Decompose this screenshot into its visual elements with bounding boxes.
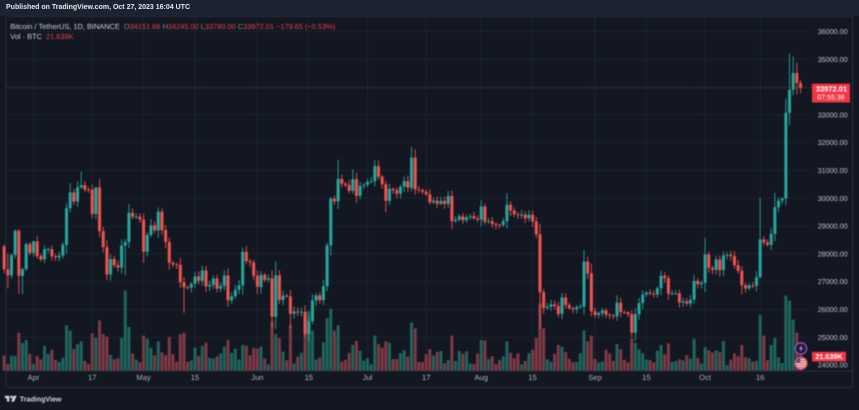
svg-text:Aug: Aug xyxy=(474,373,488,382)
svg-text:35000.00: 35000.00 xyxy=(818,55,848,64)
svg-text:15: 15 xyxy=(305,373,313,382)
svg-text:17: 17 xyxy=(88,373,96,382)
svg-text:Jul: Jul xyxy=(363,373,373,382)
svg-text:31000.00: 31000.00 xyxy=(818,166,848,175)
svg-text:Oct: Oct xyxy=(699,373,712,382)
svg-text:Sep: Sep xyxy=(588,373,602,382)
svg-text:21.639K: 21.639K xyxy=(815,352,843,361)
svg-text:15: 15 xyxy=(191,373,199,382)
svg-text:Apr: Apr xyxy=(28,373,40,382)
svg-text:27000.00: 27000.00 xyxy=(818,277,848,286)
svg-text:May: May xyxy=(136,373,151,382)
svg-text:29000.00: 29000.00 xyxy=(818,222,848,231)
svg-text:32000.00: 32000.00 xyxy=(818,138,848,147)
svg-text:25000.00: 25000.00 xyxy=(818,333,848,342)
svg-text:30000.00: 30000.00 xyxy=(818,194,848,203)
svg-text:24000.00: 24000.00 xyxy=(818,361,848,370)
svg-text:16: 16 xyxy=(756,373,764,382)
svg-text:15: 15 xyxy=(642,373,650,382)
svg-text:TradingView: TradingView xyxy=(20,395,62,403)
svg-text:28000.00: 28000.00 xyxy=(818,249,848,258)
svg-text:15: 15 xyxy=(528,373,536,382)
svg-text:33000.00: 33000.00 xyxy=(818,110,848,119)
svg-text:26000.00: 26000.00 xyxy=(818,305,848,314)
svg-text:07:55:36: 07:55:36 xyxy=(817,94,844,101)
svg-text:Vol · BTC 21.639K: Vol · BTC 21.639K xyxy=(10,32,73,41)
svg-text:Jun: Jun xyxy=(251,373,263,382)
svg-text:33972.01: 33972.01 xyxy=(816,84,847,93)
svg-text:Bitcoin / TetherUS, 1D, BINANC: Bitcoin / TetherUS, 1D, BINANCE O34151.6… xyxy=(10,22,335,31)
svg-text:17: 17 xyxy=(422,373,430,382)
svg-text:36000.00: 36000.00 xyxy=(818,27,848,36)
